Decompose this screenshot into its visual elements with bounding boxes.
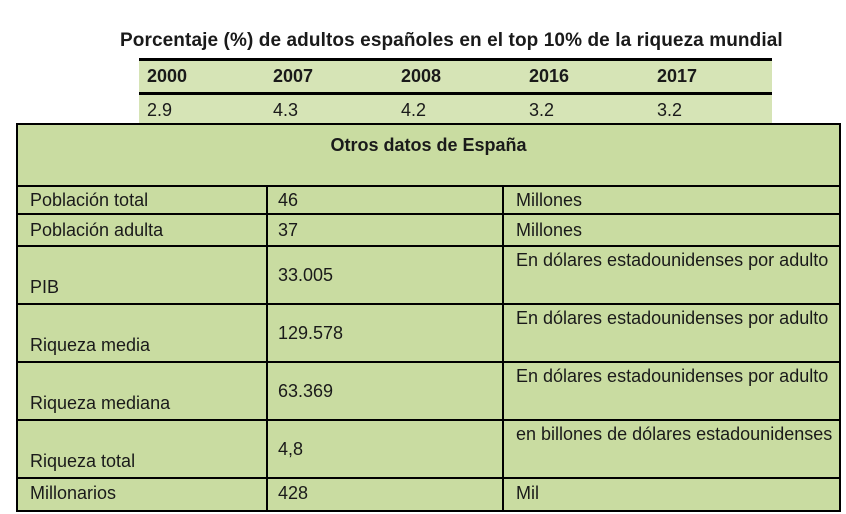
row-label: Población adulta <box>18 215 268 245</box>
table-row: Riqueza total 4,8 en billones de dólares… <box>18 421 839 479</box>
table-row: Población total 46 Millones <box>18 187 839 215</box>
row-unit: En dólares estadounidenses por adulto <box>516 308 829 328</box>
table-row: Riqueza mediana 63.369 En dólares estado… <box>18 363 839 421</box>
row-label: Riqueza total <box>18 421 268 477</box>
year-cell: 2000 <box>139 58 265 95</box>
years-table: 2000 2007 2008 2016 2017 2.9 4.3 4.2 3.2… <box>139 58 772 129</box>
table-row: Riqueza media 129.578 En dólares estadou… <box>18 305 839 363</box>
row-label: Millonarios <box>18 479 268 510</box>
table-row: PIB 33.005 En dólares estadounidenses po… <box>18 247 839 305</box>
row-label: Población total <box>18 187 268 213</box>
row-label: Riqueza mediana <box>18 363 268 419</box>
table-row: Población adulta 37 Millones <box>18 215 839 247</box>
row-label: Riqueza media <box>18 305 268 361</box>
row-unit: Millones <box>516 190 583 210</box>
row-label: PIB <box>18 247 268 303</box>
row-unit: Millones <box>516 220 583 240</box>
year-cell: 2016 <box>521 58 649 95</box>
row-value: 37 <box>268 215 504 245</box>
table-title: Porcentaje (%) de adultos españoles en e… <box>120 30 783 51</box>
row-value: 46 <box>268 187 504 213</box>
table-row: Millonarios 428 Mil <box>18 479 839 510</box>
row-value: 63.369 <box>268 363 504 419</box>
year-cell: 2017 <box>649 58 772 95</box>
spain-data-table: Otros datos de España Población total 46… <box>16 123 841 512</box>
spain-data-heading: Otros datos de España <box>18 125 839 187</box>
row-value: 33.005 <box>268 247 504 303</box>
row-unit: en billones de dólares estadounidenses <box>516 424 833 444</box>
row-unit: En dólares estadounidenses por adulto <box>516 250 829 270</box>
row-value: 4,8 <box>268 421 504 477</box>
year-cell: 2007 <box>265 58 393 95</box>
row-value: 129.578 <box>268 305 504 361</box>
years-header-row: 2000 2007 2008 2016 2017 <box>139 58 772 95</box>
year-cell: 2008 <box>393 58 521 95</box>
row-value: 428 <box>268 479 504 510</box>
row-unit: En dólares estadounidenses por adulto <box>516 366 829 386</box>
row-unit: Mil <box>516 483 539 503</box>
